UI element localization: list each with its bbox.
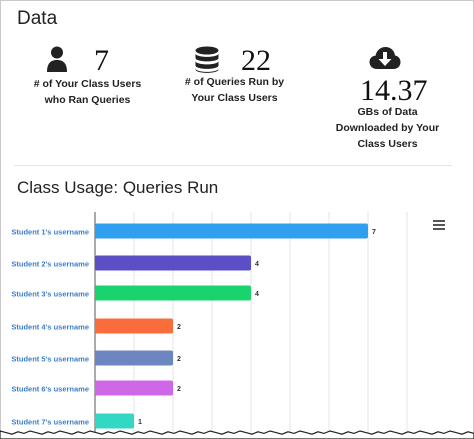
- stat-downloads-value: 14.37: [360, 74, 428, 107]
- chart-title: Class Usage: Queries Run: [17, 178, 219, 197]
- category-label: Student 4's username: [11, 323, 89, 332]
- stat-users-label-line1: # of Your Class Users: [33, 78, 142, 90]
- category-label: Student 2's username: [11, 260, 89, 269]
- data-label: 7: [372, 229, 376, 236]
- data-label: 2: [177, 386, 181, 393]
- bar: [95, 223, 368, 239]
- category-label: Student 6's username: [11, 385, 89, 394]
- database-icon: [195, 46, 219, 73]
- bar: [95, 318, 173, 334]
- stat-downloads-label-line1: GBs of Data: [357, 106, 418, 118]
- stat-queries-label-line2: Your Class Users: [191, 92, 278, 104]
- bar: [95, 285, 251, 301]
- category-label: Student 3's username: [11, 290, 89, 299]
- bar: [95, 350, 173, 366]
- torn-edge: [0, 430, 474, 439]
- bar: [95, 255, 251, 271]
- data-label: 4: [255, 291, 259, 298]
- stat-queries-label: # of Queries Run by Your Class Users: [172, 74, 297, 106]
- data-label: 4: [255, 261, 259, 268]
- stat-downloads-label-line3: Class Users: [357, 138, 418, 150]
- category-label: Student 1's username: [11, 228, 89, 237]
- bar: [95, 413, 134, 429]
- data-label: 1: [138, 419, 142, 426]
- bar-chart: Student 1's username 7 Student 2's usernam…: [11, 212, 408, 434]
- category-label: Student 7's username: [11, 418, 89, 427]
- stat-users-label: # of Your Class Users who Ran Queries: [25, 76, 150, 108]
- cloud-download-icon: [369, 47, 401, 69]
- stat-downloads-label: GBs of Data Downloaded by Your Class Use…: [325, 104, 450, 152]
- stat-users-label-line2: who Ran Queries: [44, 94, 131, 106]
- data-label: 2: [177, 324, 181, 331]
- stat-queries-value: 22: [241, 44, 271, 77]
- user-icon: [47, 46, 67, 72]
- stat-users-value: 7: [94, 44, 109, 77]
- stat-downloads-label-line2: Downloaded by Your: [335, 122, 440, 134]
- section-title: Data: [17, 8, 58, 29]
- bar: [95, 380, 173, 396]
- section-divider: [14, 165, 452, 166]
- data-label: 2: [177, 356, 181, 363]
- stat-queries-label-line1: # of Queries Run by: [184, 76, 285, 88]
- chart-menu-icon[interactable]: [433, 220, 445, 230]
- category-label: Student 5's username: [11, 355, 89, 364]
